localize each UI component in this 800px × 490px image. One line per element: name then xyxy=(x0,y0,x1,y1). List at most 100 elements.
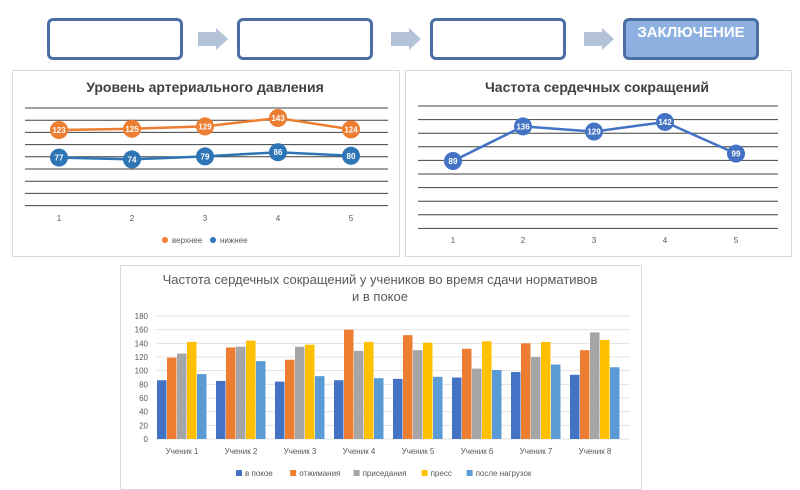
bar xyxy=(354,350,364,439)
step-conclusion-box[interactable]: ЗАКЛЮЧЕНИЕ xyxy=(623,18,759,60)
y-tick-label: 60 xyxy=(139,394,148,403)
x-tick-label: 3 xyxy=(203,214,208,223)
bar xyxy=(295,346,305,439)
x-tick-label: Ученик 3 xyxy=(284,447,317,456)
data-label: 99 xyxy=(732,150,741,159)
data-point xyxy=(123,150,141,169)
x-tick-label: Ученик 4 xyxy=(343,447,376,456)
legend-marker xyxy=(162,237,168,243)
y-tick-label: 180 xyxy=(135,312,149,321)
data-label: 136 xyxy=(516,122,530,131)
x-tick-label: 5 xyxy=(349,214,354,223)
chart-title: Частота сердечных сокращений у учеников … xyxy=(163,272,598,287)
bar xyxy=(374,378,384,439)
data-label: 124 xyxy=(344,125,358,134)
bar xyxy=(187,341,197,439)
chart-title: и в покое xyxy=(352,289,408,304)
step-3-box[interactable] xyxy=(430,18,566,60)
bar xyxy=(570,374,580,439)
bar xyxy=(462,348,472,439)
legend-label: пресс xyxy=(431,469,452,478)
bar xyxy=(393,378,403,439)
legend-label: отжимания xyxy=(299,469,340,478)
y-tick-label: 120 xyxy=(135,353,149,362)
data-label: 79 xyxy=(201,152,210,161)
data-label: 80 xyxy=(347,152,356,161)
y-tick-label: 80 xyxy=(139,380,148,389)
data-label: 129 xyxy=(198,122,212,131)
chart-title: Уровень артериального давления xyxy=(86,79,324,95)
data-label: 86 xyxy=(274,148,283,157)
x-tick-label: Ученик 8 xyxy=(579,447,612,456)
bar xyxy=(531,357,541,439)
bar xyxy=(452,377,462,439)
data-point xyxy=(196,117,214,136)
bar xyxy=(256,361,266,439)
x-tick-label: 2 xyxy=(130,214,135,223)
y-tick-label: 100 xyxy=(135,367,149,376)
bar xyxy=(423,342,433,439)
bar xyxy=(482,341,492,439)
x-tick-label: 4 xyxy=(663,236,668,245)
bar xyxy=(492,369,502,439)
y-tick-label: 20 xyxy=(139,421,148,430)
legend-marker xyxy=(290,470,297,476)
bar xyxy=(236,346,246,439)
bar xyxy=(600,339,610,439)
bar xyxy=(433,376,443,439)
data-label: 142 xyxy=(658,118,672,127)
bar xyxy=(472,368,482,439)
step-1-box[interactable] xyxy=(47,18,183,60)
bar xyxy=(275,381,285,439)
bar xyxy=(226,347,236,439)
bar xyxy=(334,380,344,439)
data-label: 123 xyxy=(52,126,66,135)
bar xyxy=(157,380,167,439)
x-tick-label: Ученик 5 xyxy=(402,447,435,456)
data-label: 89 xyxy=(449,157,458,166)
bar xyxy=(511,372,521,439)
x-tick-label: 1 xyxy=(57,214,62,223)
data-point xyxy=(514,117,532,136)
bar xyxy=(610,367,620,439)
data-point xyxy=(50,121,68,139)
x-tick-label: 3 xyxy=(592,236,597,245)
legend-label: нижнее xyxy=(220,236,248,245)
bar xyxy=(315,376,325,439)
heart-rate-panel xyxy=(405,70,792,257)
data-label: 74 xyxy=(128,155,137,164)
x-tick-label: 4 xyxy=(276,214,281,223)
step-2-box[interactable] xyxy=(237,18,373,60)
legend-marker xyxy=(236,470,242,476)
bar xyxy=(305,344,315,439)
x-tick-label: 5 xyxy=(734,236,739,245)
data-point xyxy=(656,112,674,131)
data-point xyxy=(269,109,287,127)
x-tick-label: 1 xyxy=(451,236,456,245)
bar xyxy=(177,353,187,439)
x-tick-label: Ученик 7 xyxy=(520,447,553,456)
data-point xyxy=(196,147,214,166)
legend-label: в покое xyxy=(245,469,273,478)
bar xyxy=(590,332,600,439)
data-point xyxy=(444,152,462,170)
bar xyxy=(364,341,374,439)
data-point xyxy=(269,143,287,162)
y-tick-label: 40 xyxy=(139,408,148,417)
bar xyxy=(521,343,531,439)
data-label: 125 xyxy=(125,125,139,134)
data-label: 77 xyxy=(55,154,64,163)
data-point xyxy=(342,120,360,139)
data-point xyxy=(585,122,603,141)
bar xyxy=(403,335,413,439)
data-point xyxy=(727,144,745,163)
x-tick-label: Ученик 1 xyxy=(166,447,199,456)
y-tick-label: 160 xyxy=(135,326,149,335)
y-tick-label: 0 xyxy=(144,435,149,444)
x-tick-label: Ученик 6 xyxy=(461,447,494,456)
bar xyxy=(216,380,226,439)
legend-marker xyxy=(421,470,428,476)
x-tick-label: Ученик 2 xyxy=(225,447,258,456)
bar xyxy=(167,357,177,439)
